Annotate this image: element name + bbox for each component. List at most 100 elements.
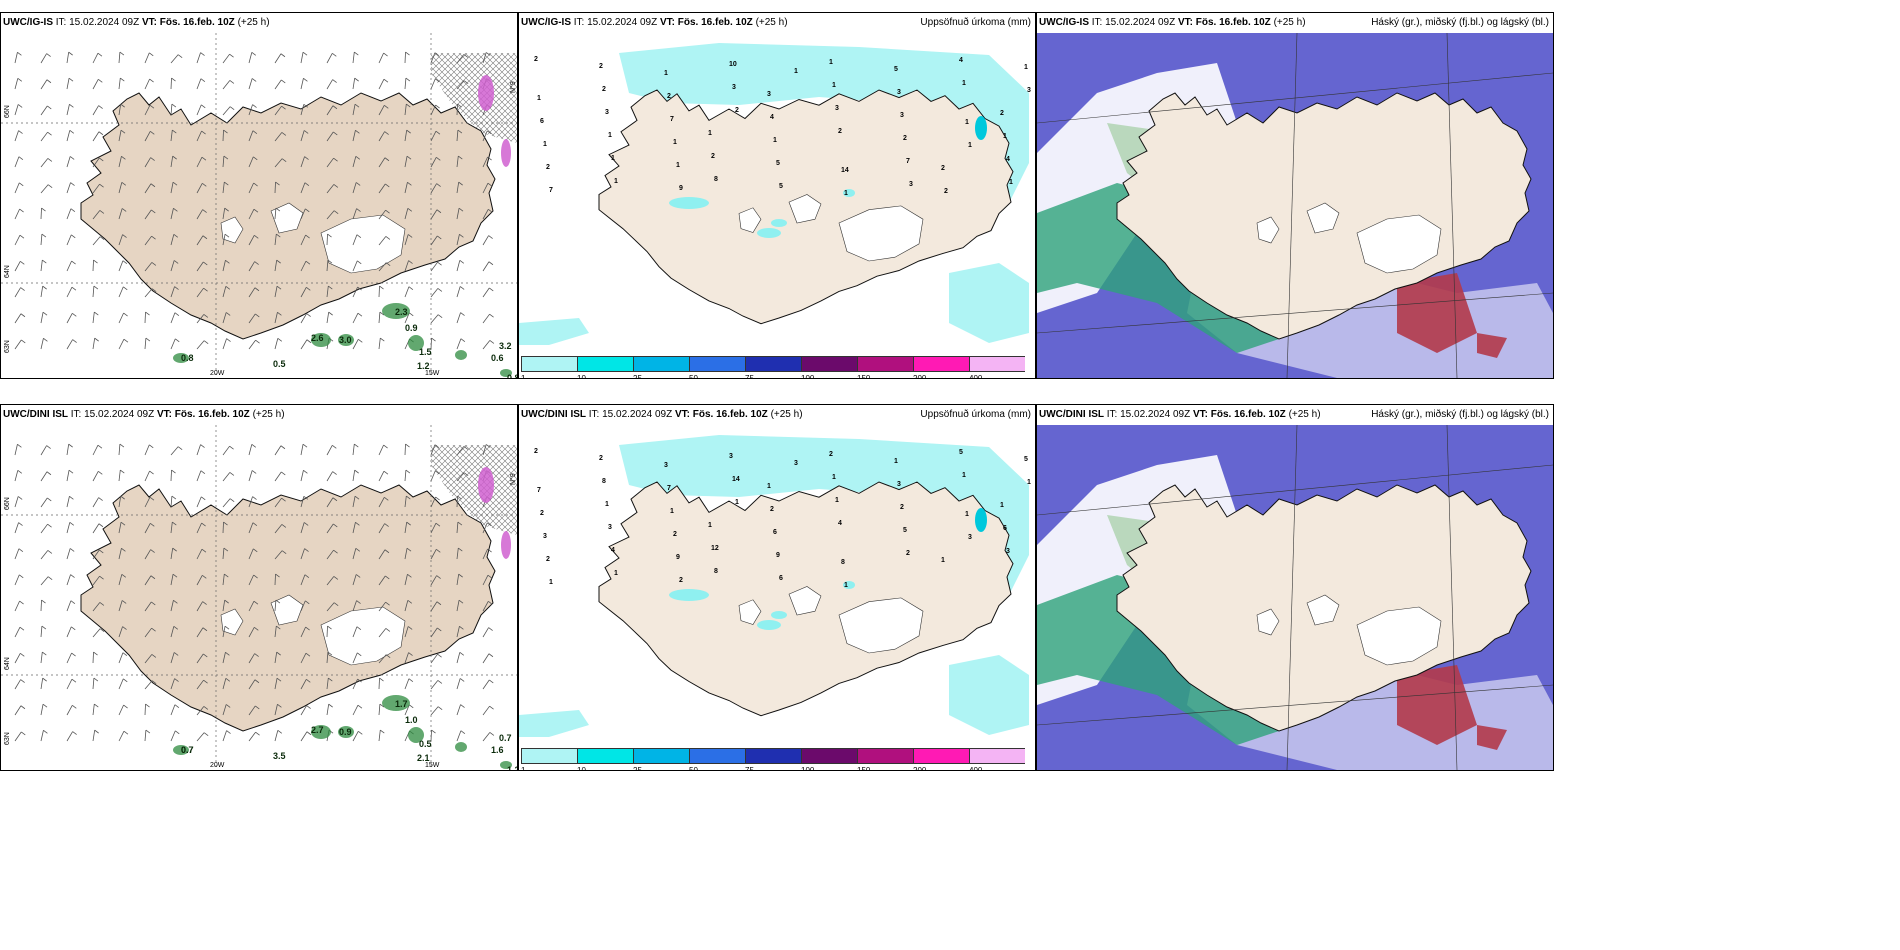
wind-barb [326, 678, 329, 690]
wind-barb [40, 158, 49, 168]
precip-area [619, 435, 1029, 595]
precip-amount-label: 1 [537, 95, 541, 102]
wind-barb [404, 548, 408, 560]
wind-barb [92, 471, 99, 482]
wind-barb-flag [333, 131, 338, 136]
precip-value-label: 2.3 [395, 307, 408, 317]
wind-barb [196, 601, 203, 612]
wind-barb-flag [460, 730, 466, 735]
precip-area [949, 263, 1029, 343]
wind-barb-flag [327, 233, 332, 238]
precip-value-label: 2.6 [311, 333, 324, 343]
wind-barb [378, 52, 384, 64]
precip-amount-label: 2 [711, 153, 715, 160]
wind-barb [14, 731, 22, 742]
wind-barb [326, 704, 330, 716]
wind-barb-flag [436, 209, 442, 214]
wind-barb [222, 521, 224, 534]
precip-value-label: 2.7 [311, 725, 324, 735]
wind-barb-flag [98, 131, 104, 136]
wind-barb [40, 599, 42, 612]
precip-amount-label: 1 [773, 137, 777, 144]
wind-barb-flag [20, 679, 25, 683]
wind-barb [66, 286, 73, 298]
wind-barb [456, 704, 461, 716]
wind-barb-flag [71, 234, 76, 239]
wind-barb-flag [123, 312, 128, 317]
wind-barb-flag [122, 626, 127, 630]
precip-value-label: 1.2 [417, 361, 430, 371]
colorbar-tick-label: 10 [577, 374, 586, 379]
wind-barb [378, 157, 386, 168]
wind-barb-flag [303, 522, 309, 526]
wind-barb [326, 233, 328, 246]
wind-barb [430, 522, 437, 534]
wind-barb [326, 184, 335, 194]
wind-barb [66, 444, 70, 456]
wind-barb [144, 730, 147, 742]
wind-barb-flag [174, 286, 179, 290]
precip-amount-label: 3 [900, 112, 904, 119]
wind-barb [14, 626, 21, 638]
precip-value-label: 0.6 [491, 353, 504, 363]
wind-barb-flag [123, 704, 128, 709]
glacier [788, 194, 822, 224]
wind-barb-flag [41, 233, 47, 238]
iceland-landmass [80, 484, 496, 732]
wind-barb-flag [275, 573, 280, 578]
panel-subtitle: Háský (gr.), miðský (fj.bl.) og lágský (… [1371, 409, 1549, 420]
wind-barb [300, 339, 308, 350]
wind-barb-flag [229, 445, 234, 450]
wind-barb-flag [356, 208, 361, 212]
wind-barb-flag [42, 259, 47, 264]
heavy-precip-cell [478, 75, 494, 111]
iceland-landmass [80, 92, 496, 340]
precip-amount-label: 2 [667, 93, 671, 100]
wind-barb-flag [93, 259, 98, 264]
wind-barb-flag [383, 52, 388, 57]
wind-barb-flag [277, 338, 283, 342]
colorbar-tick-label: 10 [577, 766, 586, 771]
precip-value-label: 3.2 [499, 341, 512, 351]
wind-barb [170, 522, 173, 534]
wind-barb [378, 131, 385, 142]
wind-barb [118, 208, 123, 220]
wind-barb [352, 78, 356, 90]
heavy-precip-patch [975, 508, 987, 532]
wind-barb [300, 260, 307, 272]
wind-barb [144, 52, 150, 64]
wind-barb [196, 470, 202, 482]
wind-barb [40, 53, 47, 64]
wind-barb-flag [203, 706, 209, 710]
wind-barb [274, 158, 283, 168]
colorbar-swatch [521, 356, 577, 372]
wind-barb-flag [150, 575, 156, 580]
wind-barb-flag [93, 285, 99, 290]
wind-barb-flag [151, 262, 157, 266]
wind-barb [170, 130, 173, 142]
wind-barb [248, 731, 256, 742]
wind-barb-flag [333, 210, 339, 214]
wind-barb-flag [436, 183, 441, 187]
glacier [838, 597, 924, 654]
wind-barb-flag [460, 704, 465, 708]
wind-barb-flag [121, 208, 127, 212]
wind-barb [14, 600, 20, 612]
wind-barb-flag [437, 288, 443, 292]
precip-amount-label: 3 [729, 453, 733, 460]
wind-barb [456, 495, 458, 508]
wind-barb [66, 496, 70, 508]
wind-barb [430, 575, 437, 586]
precip-cell [173, 745, 189, 755]
wind-barb-flag [488, 235, 493, 239]
wind-barb [248, 104, 253, 116]
wind-barb [274, 573, 276, 586]
wind-barb-flag [384, 131, 389, 135]
wind-barb [40, 260, 43, 272]
precip-amount-label: 2 [941, 165, 945, 172]
wind-barb [456, 54, 465, 64]
wind-barb [300, 731, 308, 742]
wind-barb-flag [71, 626, 76, 631]
precip-amount-label: 1 [614, 178, 618, 185]
iceland-landmass [598, 89, 1014, 325]
